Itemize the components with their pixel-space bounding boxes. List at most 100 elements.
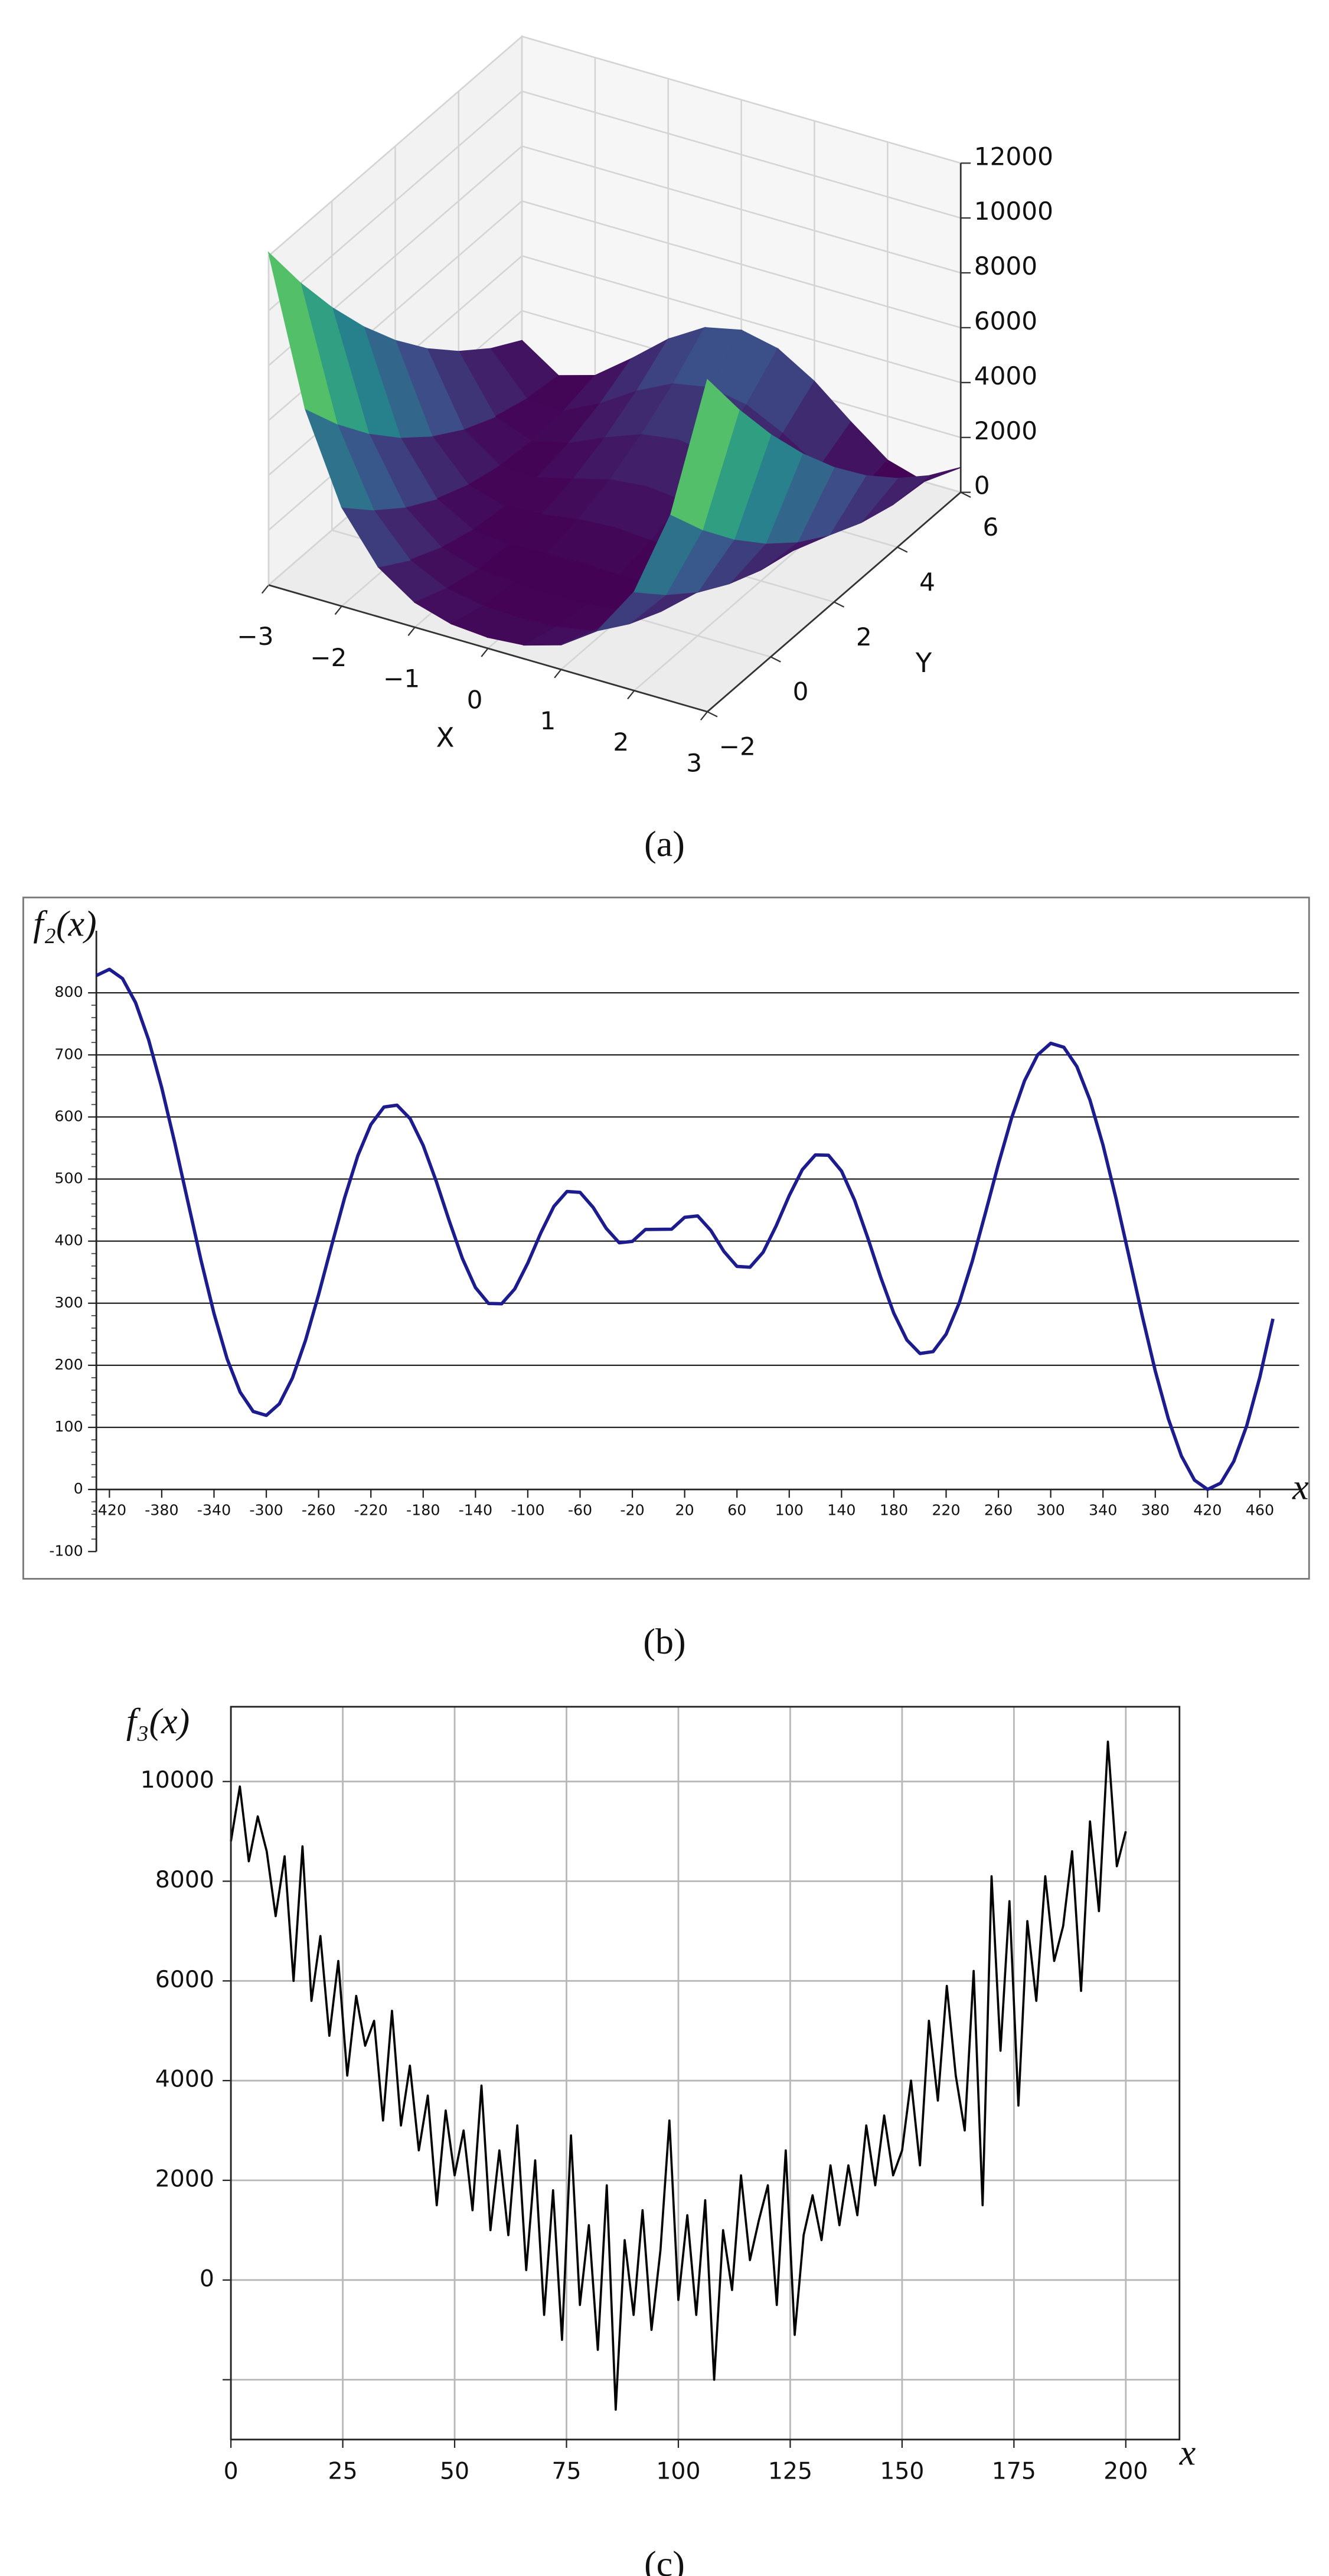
x-tick-label: 0	[467, 685, 483, 714]
grid-line	[268, 145, 961, 367]
x-tick-label: -300	[249, 1501, 283, 1519]
grid-line	[268, 90, 961, 312]
x-tick-label: −1	[383, 664, 420, 693]
x-tick-label: −2	[310, 643, 347, 672]
y-tick-label: 4	[919, 568, 935, 596]
x-axis-label: x	[1292, 1467, 1309, 1507]
x-tick-label: 125	[768, 2458, 812, 2485]
x-tick-label: 460	[1246, 1501, 1274, 1519]
y-axis-label: f₃(x)	[126, 1701, 190, 1742]
y-tick	[770, 656, 781, 663]
x-tick-label: 75	[551, 2458, 581, 2485]
y-tick-label: 0	[793, 677, 809, 706]
x-tick-label: 150	[880, 2458, 924, 2485]
z-tick-label: 12000	[974, 142, 1053, 171]
x-tick-label: -140	[459, 1501, 492, 1519]
y-tick-label: 600	[54, 1107, 83, 1124]
x-tick-label: 20	[675, 1501, 694, 1519]
surface-patch	[670, 379, 740, 530]
x-tick-label: -340	[197, 1501, 231, 1519]
x-tick	[627, 690, 635, 700]
axes-box	[230, 1706, 1181, 2441]
x-tick-label: 380	[1141, 1501, 1170, 1519]
y-tick-label: 200	[54, 1355, 83, 1373]
x-tick-label: 340	[1089, 1501, 1117, 1519]
y-tick	[707, 711, 718, 718]
data-line	[95, 967, 1275, 1491]
z-tick-label: 6000	[974, 306, 1037, 335]
x-tick-label: 175	[992, 2458, 1036, 2485]
x-tick-label: -420	[93, 1501, 126, 1519]
y-tick	[834, 601, 845, 608]
x-tick-label: 100	[775, 1501, 804, 1519]
x-tick	[554, 669, 562, 679]
x-tick-label: 200	[1103, 2458, 1148, 2485]
x-tick-label: -260	[302, 1501, 335, 1519]
caption: (c)	[644, 2544, 685, 2576]
x-tick-label: 300	[1036, 1501, 1064, 1519]
y-tick-label: 6	[982, 513, 998, 542]
y-tick-label: 400	[54, 1231, 83, 1249]
y-tick-label: 700	[54, 1045, 83, 1062]
y-tick-label: 2000	[155, 2165, 214, 2192]
x-tick-label: -20	[620, 1501, 644, 1519]
z-tick-label: 10000	[974, 197, 1053, 226]
z-tick-label: 4000	[974, 361, 1037, 390]
x-tick-label: 50	[440, 2458, 469, 2485]
x-tick-label: 140	[827, 1501, 855, 1519]
x-axis-label: x	[1179, 2432, 1196, 2473]
y-tick-label: 100	[54, 1417, 83, 1435]
x-tick-label: -220	[354, 1501, 387, 1519]
surface-patch	[267, 251, 338, 425]
x-tick-label: −3	[237, 622, 273, 651]
y-tick	[960, 491, 971, 498]
y-tick-label: -100	[49, 1541, 83, 1559]
x-tick	[334, 605, 342, 615]
y-tick-label: 2	[856, 622, 872, 651]
y-tick-label: −2	[719, 732, 756, 761]
y-axis-label: f₂(x)	[33, 904, 96, 944]
caption: (b)	[643, 1622, 685, 1662]
y-tick-label: 8000	[155, 1866, 214, 1893]
x-tick-label: 100	[656, 2458, 700, 2485]
y-tick	[897, 546, 908, 553]
chart-frame	[22, 896, 1310, 1580]
y-tick-label: 0	[74, 1479, 83, 1497]
y-tick-label: 300	[54, 1293, 83, 1311]
x-tick	[407, 627, 416, 636]
y-tick-label: 500	[54, 1169, 83, 1187]
x-tick	[481, 648, 489, 657]
y-axis-label: Y	[915, 647, 932, 679]
x-tick-label: -180	[406, 1501, 440, 1519]
z-tick-label: 2000	[974, 416, 1037, 445]
z-tick-label: 0	[974, 471, 990, 500]
x-tick-label: 2	[613, 728, 629, 757]
caption: (a)	[644, 824, 685, 865]
y-tick-label: 4000	[155, 2066, 214, 2093]
x-tick-label: 0	[224, 2458, 239, 2485]
x-axis-label: X	[436, 722, 455, 753]
x-tick-label: 3	[686, 749, 702, 778]
x-tick-label: 60	[727, 1501, 746, 1519]
grid-line	[268, 35, 961, 257]
y-tick-label: 800	[54, 983, 83, 1000]
x-tick-label: 1	[540, 706, 556, 735]
x-tick	[700, 711, 708, 720]
y-tick-label: 10000	[141, 1766, 214, 1794]
x-tick-label: -100	[511, 1501, 544, 1519]
x-tick	[261, 584, 269, 594]
x-tick-label: 180	[880, 1501, 908, 1519]
z-tick-label: 8000	[974, 252, 1037, 281]
x-tick-label: 220	[932, 1501, 960, 1519]
x-tick-label: 25	[328, 2458, 358, 2485]
axis-line	[707, 491, 962, 713]
x-tick-label: -380	[145, 1501, 178, 1519]
x-tick-label: 260	[984, 1501, 1013, 1519]
data-line	[230, 1740, 1127, 2411]
y-tick-label: 0	[200, 2265, 214, 2292]
y-tick-label: 6000	[155, 1966, 214, 1993]
axis-line	[268, 584, 708, 713]
x-tick-label: -60	[568, 1501, 592, 1519]
